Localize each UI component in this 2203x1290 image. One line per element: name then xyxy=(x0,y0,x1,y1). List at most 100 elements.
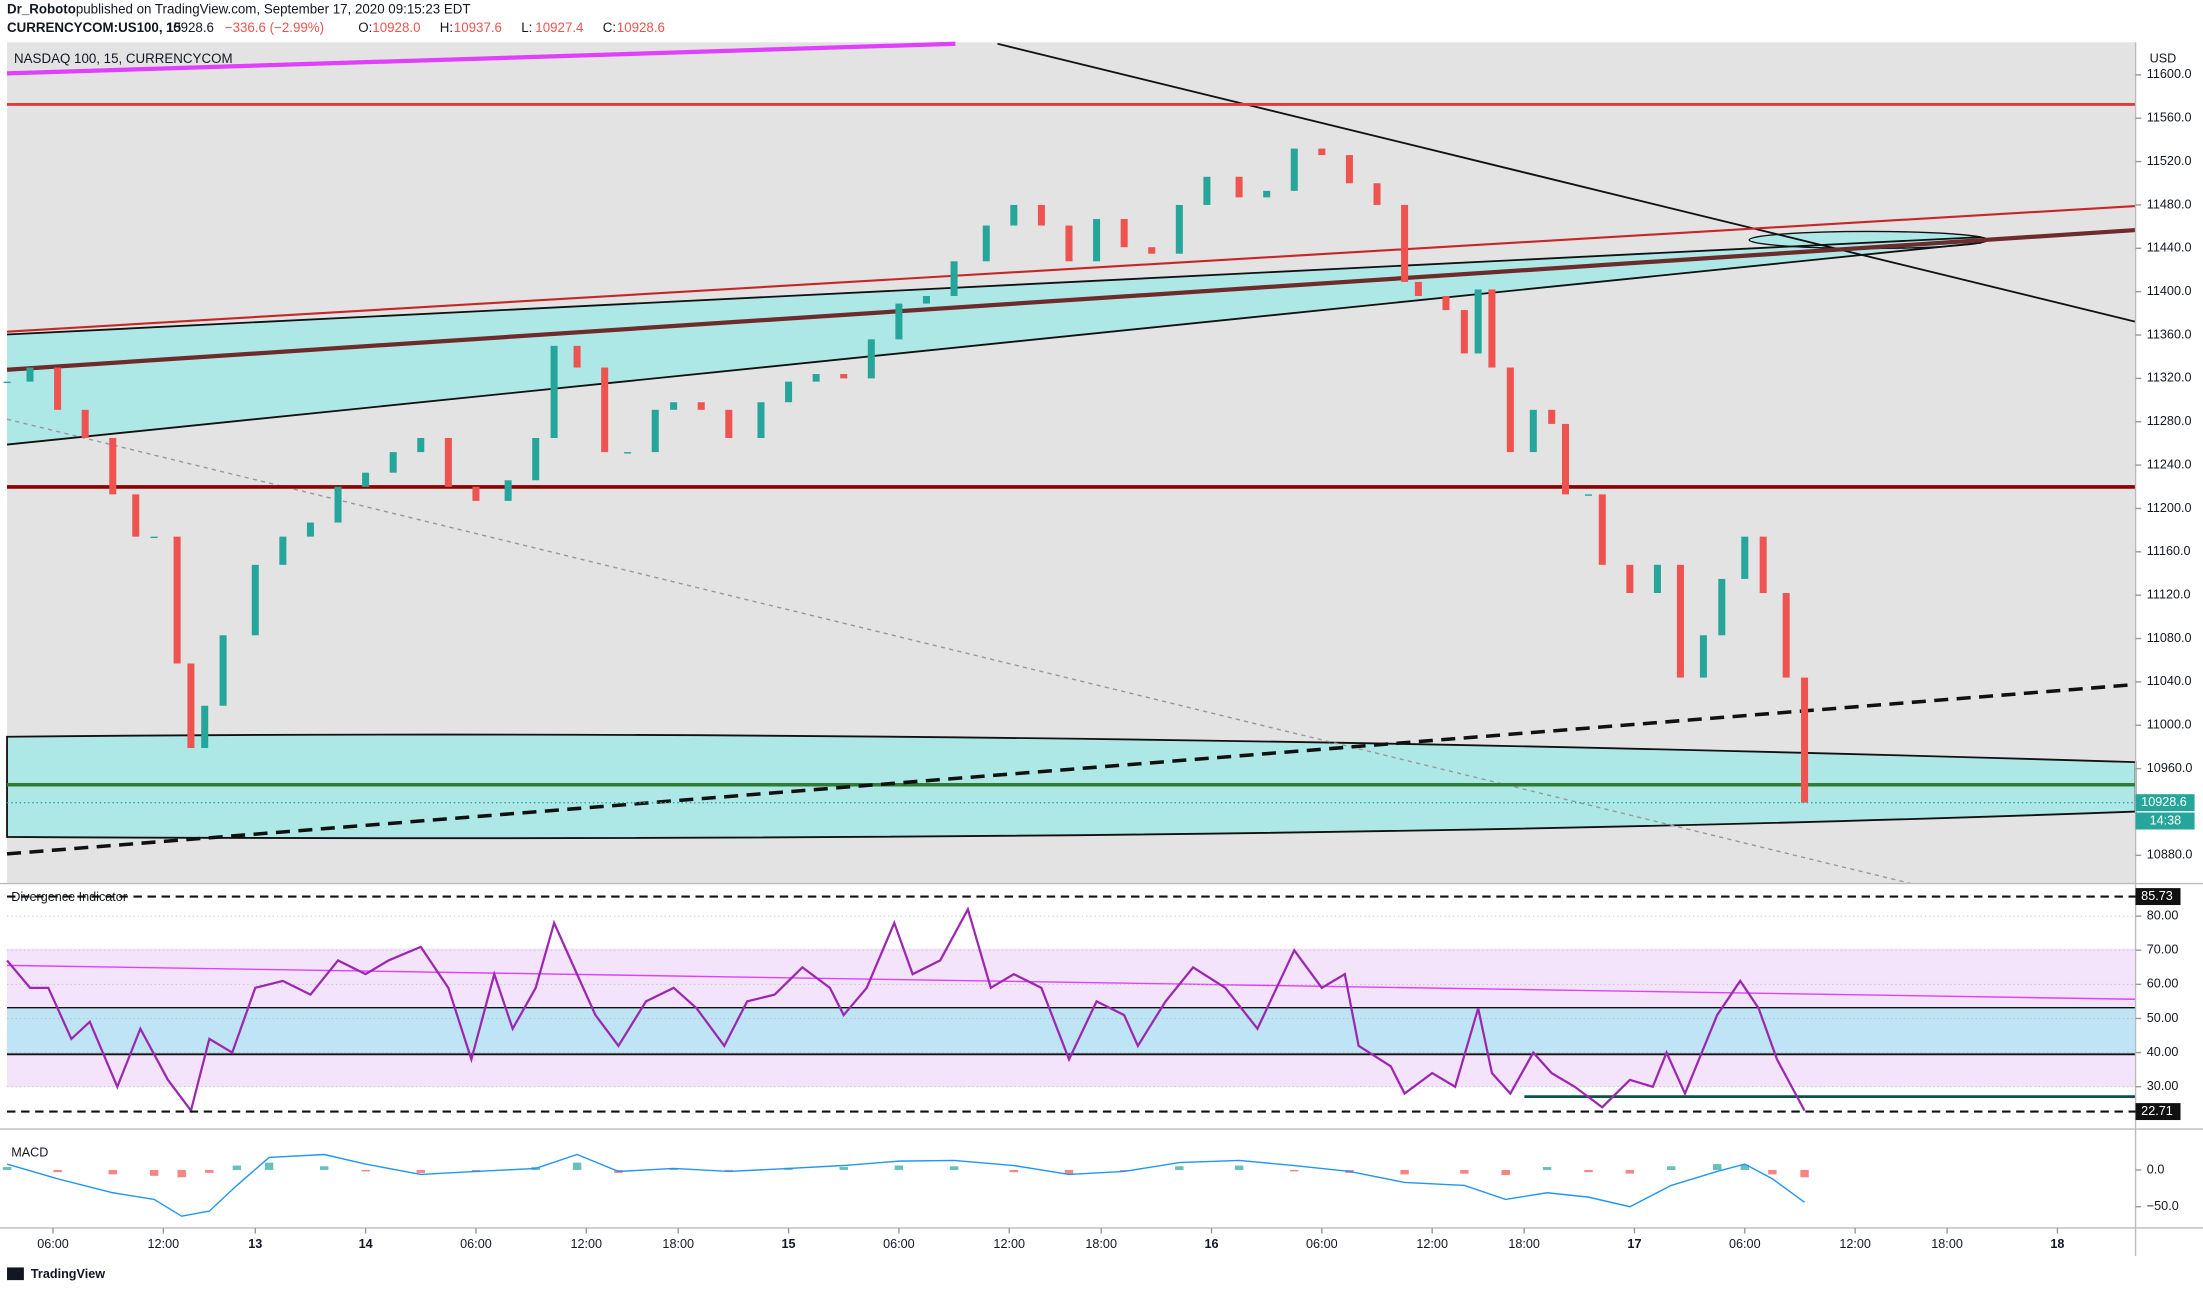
x-tick-label: 18:00 xyxy=(1085,1237,1117,1251)
candle xyxy=(1065,225,1073,262)
candle xyxy=(725,409,733,439)
ohlc-key: O: xyxy=(358,20,372,35)
y-tick-label: 0.0 xyxy=(2147,1162,2165,1176)
y-tick-label: 11280.0 xyxy=(2147,414,2192,428)
indicator-title: MACD xyxy=(11,1145,48,1159)
candle xyxy=(895,303,903,340)
histogram-bar xyxy=(149,1169,159,1176)
ohlc-key: C: xyxy=(603,20,616,35)
trend-dotted xyxy=(6,418,1911,885)
x-tick-label: 12:00 xyxy=(1839,1237,1871,1251)
candle xyxy=(306,522,314,537)
y-tick-label: 11120.0 xyxy=(2147,588,2191,602)
y-tick-label: 11480.0 xyxy=(2147,197,2192,211)
candle xyxy=(1759,536,1767,594)
candle xyxy=(279,536,287,565)
histogram-bar xyxy=(839,1167,848,1170)
candle xyxy=(982,225,990,262)
candle xyxy=(1626,564,1634,594)
histogram-bar xyxy=(108,1169,117,1175)
y-tick-label: 11320.0 xyxy=(2147,371,2192,385)
ohlc-value: 10927.4 xyxy=(535,20,584,35)
symbol: CURRENCYCOM:US100, 15 xyxy=(7,20,182,35)
ohlc-value: 10928.0 xyxy=(372,20,420,35)
candle xyxy=(26,367,34,382)
x-tick-label: 16 xyxy=(1204,1237,1218,1251)
candle xyxy=(624,452,632,454)
countdown-badge xyxy=(2135,812,2195,830)
channel-fill xyxy=(7,237,1982,445)
y-tick-label: 70.00 xyxy=(2147,943,2179,957)
y-tick-label: 11600.0 xyxy=(2147,67,2192,81)
candle xyxy=(651,409,659,453)
y-tick-label: 10960.0 xyxy=(2147,761,2193,775)
brand: TradingView xyxy=(31,1267,105,1281)
candle xyxy=(532,438,540,481)
x-tick-label: 06:00 xyxy=(883,1237,915,1251)
candle xyxy=(697,402,705,410)
x-tick-label: 18:00 xyxy=(1508,1237,1540,1251)
x-tick-label: 15 xyxy=(782,1237,796,1251)
ohlc-value: 10928.6 xyxy=(617,20,665,35)
last: 10928.6 xyxy=(166,20,214,35)
candle xyxy=(1037,204,1045,226)
histogram-bar xyxy=(2,1167,12,1170)
y-tick-label: 11400.0 xyxy=(2147,284,2192,298)
candle xyxy=(840,374,848,379)
candle xyxy=(950,261,958,296)
candle xyxy=(757,402,765,439)
chart-title: NASDAQ 100, 15, CURRENCYCOM xyxy=(14,51,233,66)
x-tick-label: 18:00 xyxy=(662,1237,694,1251)
rsi-inner-band xyxy=(7,1007,2136,1055)
x-tick-label: 12:00 xyxy=(1416,1237,1448,1251)
last-price-badge xyxy=(2135,794,2195,812)
candle xyxy=(1529,409,1537,453)
candle xyxy=(1401,204,1409,282)
histogram-bar xyxy=(1234,1165,1244,1170)
x-tick-label: 06:00 xyxy=(460,1237,492,1251)
candle xyxy=(1474,289,1482,354)
candle xyxy=(1093,219,1101,262)
trend-brown xyxy=(6,227,2136,372)
candle xyxy=(1442,295,1450,311)
indicator-line xyxy=(6,1153,1805,1217)
trend-black xyxy=(997,42,2136,323)
x-tick-label: 18:00 xyxy=(1931,1237,1963,1251)
y-tick-label: 30.00 xyxy=(2147,1079,2179,1093)
candle xyxy=(201,705,209,749)
histogram-bar xyxy=(361,1169,370,1172)
candle xyxy=(1598,494,1606,565)
level-badge xyxy=(2135,888,2181,906)
x-tick-label: 17 xyxy=(1627,1237,1641,1251)
logo xyxy=(7,1267,24,1281)
candle xyxy=(1561,423,1570,495)
candle xyxy=(812,374,820,382)
candle xyxy=(504,480,512,501)
candle xyxy=(472,486,480,501)
author: Dr_Roboto xyxy=(7,1,76,16)
histogram-bar xyxy=(416,1169,425,1173)
level-badge xyxy=(2135,1103,2181,1121)
candle xyxy=(1584,494,1592,496)
y-tick-label: 10880.0 xyxy=(2147,848,2193,862)
y-tick-label: 11360.0 xyxy=(2147,327,2192,341)
y-tick-label: 11520.0 xyxy=(2147,154,2192,168)
candle xyxy=(1318,148,1326,156)
candle xyxy=(1120,219,1128,248)
histogram-bar xyxy=(1175,1166,1184,1170)
candle xyxy=(150,536,158,539)
y-tick-label: 11240.0 xyxy=(2147,457,2192,471)
y-tick-label: 40.00 xyxy=(2147,1045,2179,1059)
candle xyxy=(389,452,397,473)
trend-red xyxy=(6,205,2136,333)
candle xyxy=(1676,564,1684,678)
candle xyxy=(550,345,558,439)
x-tick-label: 12:00 xyxy=(148,1237,180,1251)
histogram-bar xyxy=(1740,1164,1750,1170)
histogram-bar xyxy=(949,1166,959,1170)
candle xyxy=(1175,204,1183,254)
y-tick-label: 50.00 xyxy=(2147,1011,2179,1025)
candle xyxy=(173,536,181,664)
candle xyxy=(1010,204,1018,226)
candle xyxy=(444,438,452,487)
